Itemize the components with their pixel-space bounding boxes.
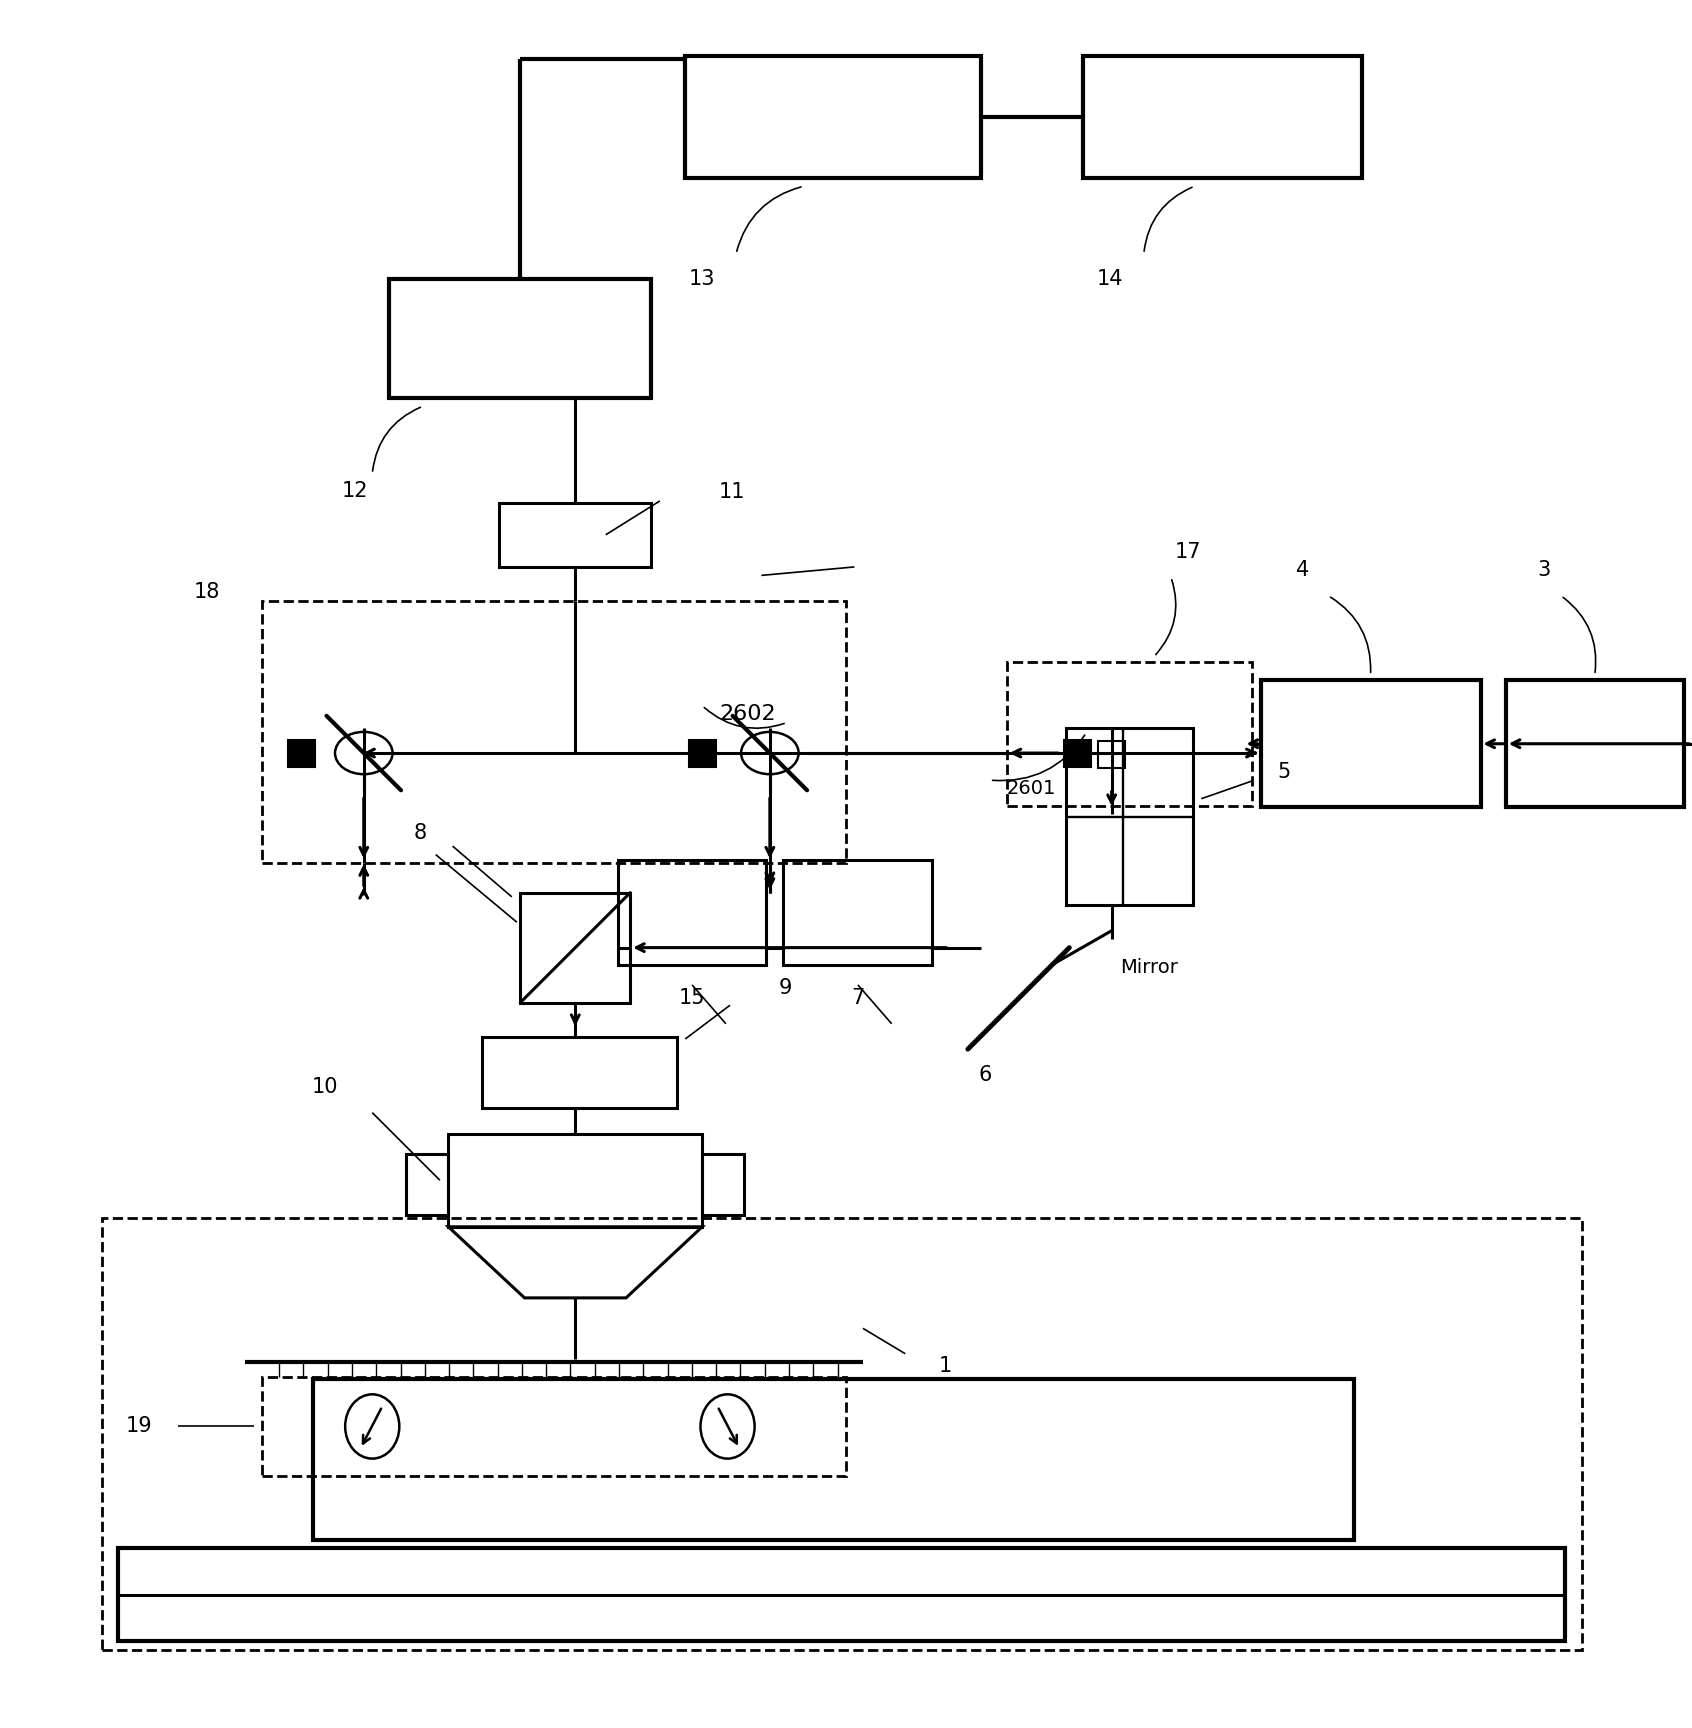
Bar xyxy=(1066,727,1193,905)
Text: 15: 15 xyxy=(678,988,706,1009)
Bar xyxy=(1007,662,1252,805)
Bar xyxy=(521,893,629,1002)
Text: 10: 10 xyxy=(311,1077,338,1097)
Bar xyxy=(482,1037,677,1108)
Bar xyxy=(313,1379,1354,1540)
Bar xyxy=(499,503,651,567)
Text: 19: 19 xyxy=(125,1417,152,1436)
Bar xyxy=(702,1154,744,1215)
Text: 2602: 2602 xyxy=(719,703,775,724)
Bar xyxy=(1098,741,1125,769)
Bar xyxy=(1083,55,1362,178)
Bar xyxy=(783,859,932,964)
Bar xyxy=(1064,740,1091,767)
Text: 11: 11 xyxy=(719,482,746,503)
Bar xyxy=(448,1134,702,1227)
Text: 5: 5 xyxy=(1277,762,1291,783)
Bar xyxy=(102,1218,1582,1650)
Text: 7: 7 xyxy=(851,988,865,1009)
Bar xyxy=(406,1154,448,1215)
Text: 3: 3 xyxy=(1538,560,1550,581)
Text: 9: 9 xyxy=(778,978,792,999)
Text: 1: 1 xyxy=(939,1355,953,1375)
Text: 18: 18 xyxy=(193,582,220,603)
Text: 8: 8 xyxy=(415,823,426,843)
Bar xyxy=(1261,681,1480,807)
Text: 14: 14 xyxy=(1096,270,1123,289)
Bar xyxy=(689,740,716,767)
Bar xyxy=(618,859,766,964)
Bar xyxy=(288,740,315,767)
Bar xyxy=(262,601,846,862)
Bar xyxy=(685,55,981,178)
Text: 6: 6 xyxy=(978,1064,992,1085)
Bar xyxy=(1506,681,1684,807)
Bar xyxy=(118,1548,1565,1642)
Bar xyxy=(389,280,651,397)
Text: 12: 12 xyxy=(342,480,369,501)
Text: 13: 13 xyxy=(689,270,716,289)
Bar xyxy=(262,1377,846,1476)
Text: 4: 4 xyxy=(1296,560,1310,581)
Text: Mirror: Mirror xyxy=(1120,959,1178,978)
Text: 2601: 2601 xyxy=(1007,779,1056,798)
Text: 17: 17 xyxy=(1174,541,1201,562)
